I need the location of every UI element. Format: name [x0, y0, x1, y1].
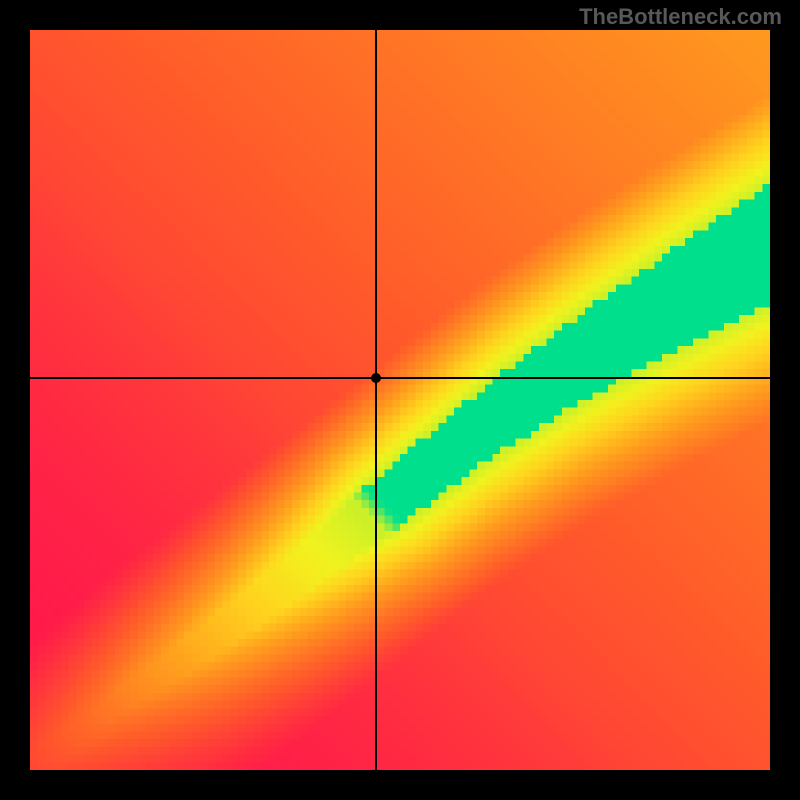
crosshair-horizontal — [30, 377, 770, 379]
chart-container: TheBottleneck.com — [0, 0, 800, 800]
heatmap-canvas — [30, 30, 770, 770]
marker-dot — [371, 373, 381, 383]
crosshair-vertical — [375, 30, 377, 770]
plot-area — [30, 30, 770, 770]
watermark-text: TheBottleneck.com — [579, 4, 782, 30]
